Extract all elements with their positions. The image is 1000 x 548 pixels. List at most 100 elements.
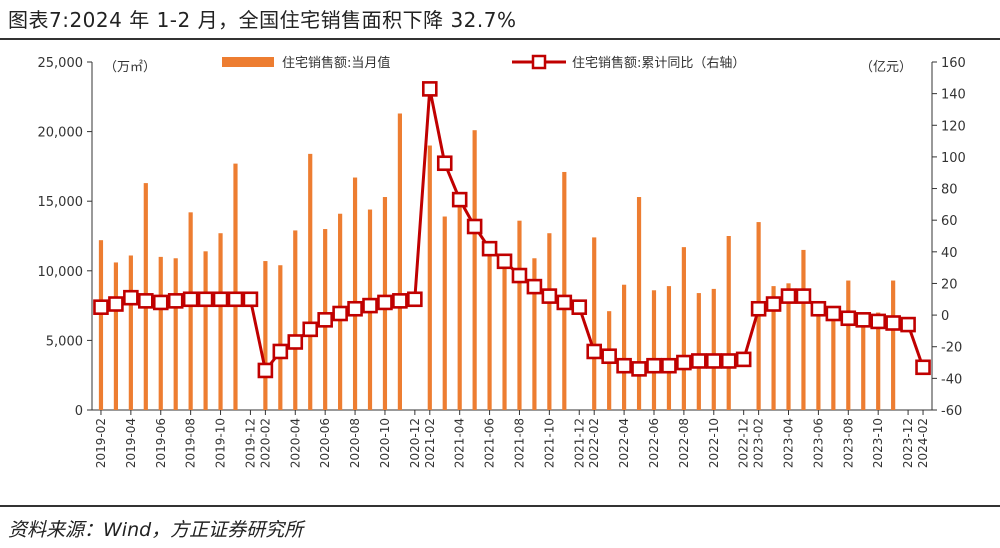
line-point-marker [795, 288, 812, 304]
bar-monthly-sales [726, 236, 731, 410]
left-tick-label: 0 [75, 404, 83, 419]
bar-monthly-sales [98, 240, 104, 410]
x-tick-label: 2019-06 [154, 418, 168, 468]
bar-monthly-sales [622, 284, 627, 410]
line-point-marker [601, 348, 617, 365]
line-point-marker [885, 315, 901, 331]
left-tick-label: 25,000 [38, 56, 84, 71]
right-tick-label: 0 [941, 309, 949, 324]
line-point-marker [317, 312, 333, 328]
x-tick-label: 2021-12 [572, 418, 586, 468]
line-point-marker [197, 291, 214, 308]
line-point-marker [347, 300, 363, 317]
x-tick-label: 2022-02 [587, 418, 601, 468]
line-point-marker [720, 353, 737, 369]
right-axis-unit: （亿元） [860, 60, 912, 75]
right-tick-label: -20 [941, 341, 962, 356]
right-tick-label: -60 [941, 404, 962, 419]
legend-bar-label: 住宅销售额:当月值 [282, 55, 390, 71]
bar-monthly-sales [278, 265, 283, 410]
x-tick-label: 2022-10 [707, 418, 721, 468]
line-point-marker [900, 316, 916, 333]
line-point-marker [392, 293, 408, 309]
bar-monthly-sales [651, 290, 657, 410]
line-point-marker [212, 291, 229, 308]
line-point-marker [840, 310, 857, 327]
line-point-marker [362, 297, 378, 314]
line-point-marker [691, 353, 707, 369]
x-tick-label: 2020-12 [408, 418, 422, 468]
x-tick-label: 2021-02 [423, 418, 437, 468]
left-tick-label: 20,000 [38, 126, 84, 141]
line-point-marker [377, 294, 393, 311]
bar-monthly-sales [562, 171, 567, 410]
bar-monthly-sales [113, 262, 119, 410]
right-tick-label: 20 [941, 277, 958, 292]
line-point-marker [302, 321, 319, 338]
line-point-marker [735, 351, 752, 368]
line-point-marker [108, 296, 124, 312]
bar-monthly-sales [846, 280, 851, 410]
bar-monthly-sales [666, 286, 672, 410]
axes-group: 0 5,000 10,000 15,000 20,000 25,000 -60 -40 -20 0… [38, 56, 966, 468]
line-point-marker [765, 296, 782, 312]
bar-monthly-sales [592, 237, 597, 410]
bar-monthly-sales [861, 312, 866, 410]
bar-monthly-sales [218, 233, 223, 410]
bar-monthly-sales [696, 293, 701, 410]
line-point-marker [631, 361, 647, 377]
bar-monthly-sales [831, 319, 836, 410]
x-tick-label: 2021-10 [542, 418, 556, 468]
bar-monthly-sales [457, 194, 462, 410]
line-point-marker [780, 288, 797, 304]
x-tick-label: 2020-08 [348, 418, 362, 468]
left-tick-label: 10,000 [38, 265, 84, 280]
line-point-marker [407, 291, 423, 308]
bar-monthly-sales [711, 288, 716, 410]
x-tick-label: 2023-12 [901, 418, 915, 468]
bar-monthly-sales [517, 220, 522, 410]
x-tick-label: 2019-12 [243, 418, 257, 468]
line-point-marker [661, 357, 677, 374]
line-point-marker [526, 278, 543, 295]
x-tick-label: 2020-10 [378, 418, 392, 468]
line-point-marker [616, 357, 632, 374]
right-tick-label: 40 [941, 246, 958, 261]
x-tick-label: 2022-12 [737, 418, 751, 468]
line-point-marker [227, 291, 244, 308]
line-point-marker [586, 343, 603, 360]
right-tick-label: 80 [941, 183, 958, 198]
bar-monthly-sales [233, 163, 238, 410]
bar-monthly-sales [173, 258, 178, 410]
bar-monthly-sales [397, 113, 402, 410]
line-point-marker [436, 155, 453, 172]
x-tick-label: 2022-04 [617, 418, 631, 468]
x-tick-label: 2020-04 [288, 418, 302, 468]
cumulative-yoy-line [100, 87, 925, 372]
line-point-marker [167, 293, 184, 309]
chart-canvas: 0 5,000 10,000 15,000 20,000 25,000 -60 -40 -20 0… [38, 54, 966, 468]
x-tick-label: 2021-04 [453, 418, 467, 468]
right-tick-label: 120 [941, 119, 966, 134]
line-point-marker [496, 253, 513, 270]
line-point-marker [855, 312, 872, 328]
top-rule [0, 38, 1000, 40]
x-tick-label: 2024-02 [916, 418, 930, 468]
source-note: 资料来源：Wind，方正证券研究所 [8, 519, 304, 541]
bar-monthly-sales [427, 145, 432, 410]
bar-monthly-sales [158, 256, 163, 410]
bar-monthly-sales [472, 130, 477, 410]
line-point-marker [705, 353, 722, 369]
bar-monthly-sales [308, 153, 313, 410]
bottom-rule [0, 505, 1000, 507]
line-point-marker [870, 313, 886, 330]
x-tick-label: 2021-08 [512, 418, 526, 468]
line-point-marker [466, 218, 483, 235]
bar-monthly-sales [263, 261, 268, 410]
chart-title: 图表7:2024 年 1-2 月，全国住宅销售面积下降 32.7% [8, 8, 517, 32]
bar-monthly-sales [891, 280, 896, 410]
left-axis-unit: （万㎡） [104, 60, 156, 75]
x-tick-label: 2019-10 [214, 418, 228, 468]
bar-monthly-sales [636, 197, 642, 410]
left-tick-label: 15,000 [38, 195, 84, 210]
